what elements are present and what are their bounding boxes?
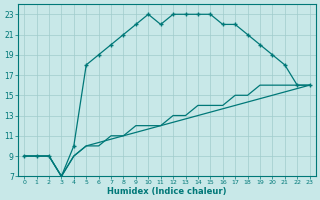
- X-axis label: Humidex (Indice chaleur): Humidex (Indice chaleur): [107, 187, 227, 196]
